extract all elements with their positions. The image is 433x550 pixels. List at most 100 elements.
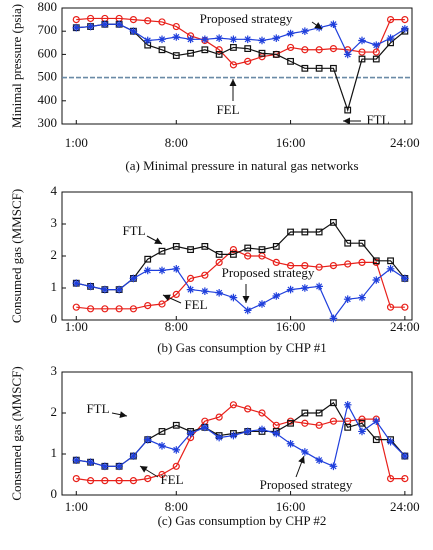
marker [243, 427, 252, 436]
series-line [76, 403, 406, 468]
marker [244, 57, 252, 65]
marker [86, 305, 95, 313]
marker [315, 409, 323, 417]
annotation-arrowhead [242, 296, 250, 303]
marker [386, 16, 395, 24]
marker [215, 251, 223, 258]
marker [287, 57, 294, 65]
marker [272, 429, 281, 438]
annotation: FTL [86, 401, 109, 416]
marker [229, 431, 238, 440]
marker [358, 48, 366, 56]
marker [343, 50, 352, 59]
y-tick-label: 500 [38, 69, 58, 84]
plot-frame [61, 371, 413, 496]
marker [401, 475, 409, 483]
marker [272, 34, 281, 42]
marker [201, 243, 209, 250]
marker [143, 36, 152, 45]
x-tick-label: 1:00 [65, 135, 88, 150]
marker [201, 35, 209, 44]
marker [158, 470, 166, 479]
marker [286, 43, 295, 52]
marker [144, 255, 152, 263]
marker [86, 282, 95, 291]
marker [158, 300, 166, 308]
marker [372, 48, 380, 56]
annotation-arrowhead [154, 237, 162, 244]
marker [229, 35, 238, 44]
marker [215, 433, 223, 442]
marker [229, 246, 238, 254]
marker [115, 20, 123, 29]
y-axis-label: Consumed gas (MMSCF) [9, 366, 24, 500]
marker [158, 428, 166, 435]
y-tick-label: 400 [38, 92, 58, 107]
marker [101, 305, 109, 313]
marker [144, 302, 152, 310]
marker [358, 293, 366, 302]
marker [329, 20, 338, 29]
series-line [76, 248, 405, 310]
marker [172, 446, 181, 454]
y-tick-label: 1 [51, 279, 58, 294]
marker [172, 33, 181, 41]
marker [358, 427, 366, 436]
marker [301, 419, 309, 427]
marker [101, 462, 109, 471]
y-tick-label: 300 [38, 115, 58, 130]
marker [372, 417, 381, 425]
plot-frame [61, 7, 413, 125]
marker [158, 46, 166, 54]
marker [186, 285, 195, 294]
marker [358, 239, 366, 247]
marker [329, 417, 338, 425]
marker [386, 34, 395, 42]
marker [243, 306, 252, 315]
marker [315, 456, 323, 464]
x-tick-label: 8:00 [165, 135, 188, 150]
annotation-arrowhead [229, 79, 237, 86]
marker [258, 246, 266, 254]
marker [301, 46, 309, 54]
marker [315, 228, 323, 236]
marker [315, 282, 323, 291]
y-tick-label: 0 [51, 311, 58, 326]
marker [315, 421, 323, 429]
marker [344, 106, 352, 114]
marker [358, 55, 366, 63]
marker [115, 462, 123, 471]
x-tick-label: 8:00 [165, 499, 188, 514]
marker [144, 475, 152, 483]
annotation: FTL [366, 112, 389, 127]
marker [301, 448, 309, 456]
marker [301, 284, 309, 292]
marker [115, 285, 123, 294]
marker [129, 477, 138, 485]
marker [401, 25, 409, 33]
y-tick-label: 800 [38, 0, 58, 14]
marker [72, 475, 80, 483]
marker [129, 274, 138, 283]
marker [72, 23, 81, 32]
marker [215, 289, 223, 297]
x-tick-label: 1:00 [65, 499, 88, 514]
marker [344, 260, 352, 268]
marker [244, 252, 252, 260]
marker [186, 429, 195, 438]
y-axis-label: Consumed gas (MMSCF) [9, 189, 24, 323]
marker [158, 18, 166, 26]
marker [244, 45, 252, 52]
marker [72, 279, 81, 287]
marker [158, 266, 166, 275]
marker [329, 44, 338, 53]
marker [244, 244, 252, 252]
series-line [76, 23, 406, 113]
marker [243, 35, 252, 44]
x-tick-label: 16:00 [276, 135, 306, 150]
series-line [76, 401, 406, 467]
marker [315, 263, 323, 271]
marker [115, 305, 123, 313]
annotation-arrowhead [140, 466, 148, 473]
marker [401, 452, 409, 460]
